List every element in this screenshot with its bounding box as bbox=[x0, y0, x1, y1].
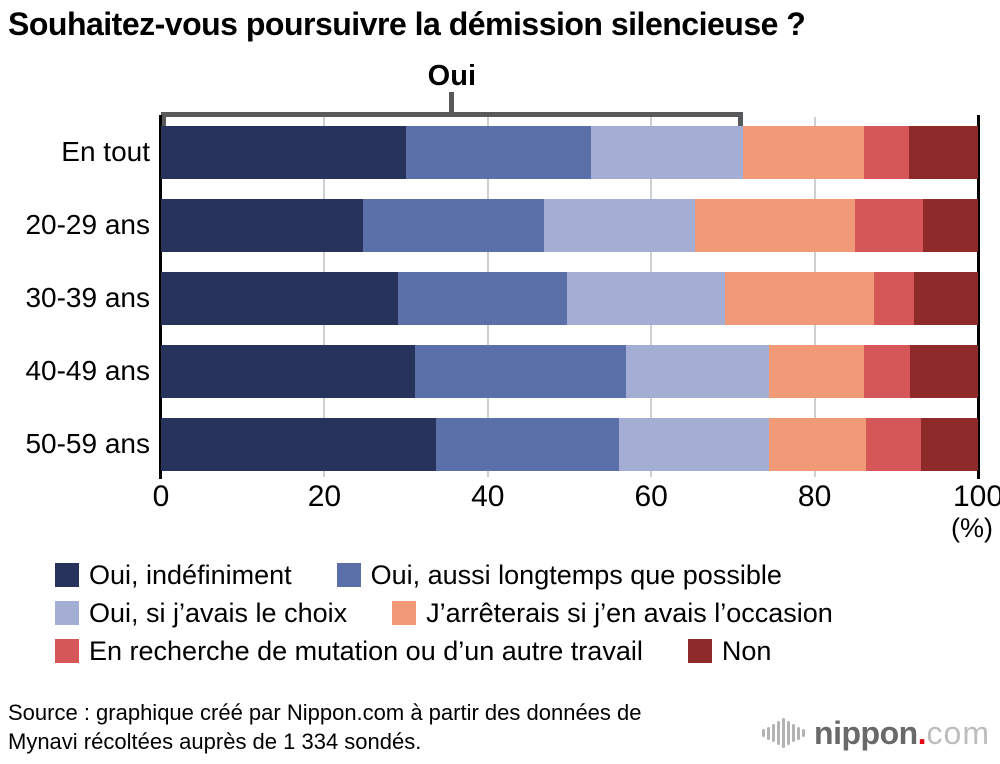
oui-bracket-stem bbox=[449, 92, 455, 113]
logo-tld-text: com bbox=[926, 714, 990, 751]
bar-segment bbox=[415, 345, 626, 398]
bar-row-40-49-ans bbox=[161, 345, 978, 398]
bar-segment bbox=[590, 126, 743, 179]
legend-item: J’arrêterais si j’en avais l’occasion bbox=[392, 598, 833, 629]
axis-line-right bbox=[977, 115, 980, 479]
bar-segment bbox=[923, 199, 978, 252]
legend-swatch bbox=[336, 563, 361, 587]
tick-label-100: 100 bbox=[952, 480, 1000, 513]
legend-swatch bbox=[55, 639, 79, 663]
bar-segment bbox=[914, 272, 978, 325]
soundwave-icon bbox=[762, 716, 806, 750]
legend-row: Oui, si j’avais le choix J’arrêterais si … bbox=[55, 594, 833, 632]
bar-segment bbox=[544, 199, 696, 252]
tick-label-80: 80 bbox=[797, 480, 832, 513]
bar-segment bbox=[567, 272, 725, 325]
category-label: 30-39 ans bbox=[25, 282, 150, 313]
legend-label: J’arrêterais si j’en avais l’occasion bbox=[426, 597, 833, 628]
legend-label: Oui, indéfiniment bbox=[89, 559, 292, 590]
bar-segment bbox=[742, 126, 864, 179]
legend-label: Non bbox=[721, 635, 772, 666]
tick-label-20: 20 bbox=[307, 480, 342, 513]
logo-name-text: nippon bbox=[814, 714, 918, 751]
tick-label-40: 40 bbox=[471, 480, 505, 513]
bar-row-en-tout bbox=[161, 126, 978, 179]
plot-area bbox=[159, 115, 980, 479]
legend-item: Oui, si j’avais le choix bbox=[55, 598, 347, 629]
legend-label: Oui, si j’avais le choix bbox=[89, 597, 348, 628]
legend-swatch bbox=[55, 563, 79, 587]
category-label: 20-29 ans bbox=[25, 209, 150, 240]
bar-segment bbox=[908, 126, 978, 179]
bar-segment bbox=[406, 126, 591, 179]
bar-row-50-59-ans bbox=[161, 418, 978, 471]
bar-segment bbox=[161, 418, 436, 471]
tick-label-0: 0 bbox=[152, 480, 170, 513]
oui-annotation-label: Oui bbox=[427, 60, 477, 92]
legend-label: Oui, aussi longtemps que possible bbox=[370, 559, 782, 590]
legend-swatch bbox=[687, 639, 712, 663]
bar-segment bbox=[397, 272, 568, 325]
bar-row-20-29-ans bbox=[161, 199, 978, 252]
bar-segment bbox=[161, 345, 416, 398]
x-axis-unit-label: (%) bbox=[951, 513, 993, 543]
category-label: 40-49 ans bbox=[25, 355, 150, 386]
category-label: 50-59 ans bbox=[25, 428, 150, 459]
bar-segment bbox=[362, 199, 545, 252]
bar-segment bbox=[161, 126, 407, 179]
bar-segment bbox=[695, 199, 856, 252]
bar-segment bbox=[920, 418, 978, 471]
bar-segment bbox=[724, 272, 875, 325]
oui-bracket bbox=[161, 112, 743, 128]
source-line-2: Mynavi récoltées auprès de 1 334 sondés. bbox=[8, 729, 422, 754]
axis-line-left bbox=[159, 115, 162, 479]
bar-segment bbox=[619, 418, 769, 471]
legend-label: En recherche de mutation ou d’un autre t… bbox=[89, 635, 643, 666]
legend-item: En recherche de mutation ou d’un autre t… bbox=[55, 636, 643, 667]
source-note: Source : graphique créé par Nippon.com à… bbox=[8, 698, 642, 756]
bar-segment bbox=[161, 199, 363, 252]
legend-row: En recherche de mutation ou d’un autre t… bbox=[55, 632, 833, 670]
bar-segment bbox=[768, 418, 867, 471]
chart-title: Souhaitez-vous poursuivre la démission s… bbox=[8, 6, 806, 42]
source-line-1: Source : graphique créé par Nippon.com à… bbox=[8, 700, 642, 725]
legend-swatch bbox=[55, 601, 79, 625]
bar-segment bbox=[874, 272, 915, 325]
category-label: En tout bbox=[61, 136, 150, 167]
bar-segment bbox=[855, 199, 924, 252]
legend-item: Oui, indéfiniment bbox=[55, 560, 292, 591]
legend-item: Non bbox=[687, 635, 772, 667]
bar-segment bbox=[866, 418, 921, 471]
nippon-com-logo: nippon . com bbox=[762, 712, 990, 754]
bar-segment bbox=[863, 126, 909, 179]
logo-red-dot: . bbox=[917, 714, 927, 751]
bar-segment bbox=[161, 272, 398, 325]
chart-legend: Oui, indéfiniment Oui, aussi longtemps qu… bbox=[55, 556, 833, 670]
legend-swatch bbox=[392, 601, 417, 625]
bar-row-30-39-ans bbox=[161, 272, 978, 325]
bar-segment bbox=[768, 345, 865, 398]
bar-segment bbox=[435, 418, 620, 471]
tick-label-60: 60 bbox=[634, 480, 668, 513]
legend-item: Oui, aussi longtemps que possible bbox=[336, 559, 782, 591]
bar-segment bbox=[625, 345, 769, 398]
legend-row: Oui, indéfiniment Oui, aussi longtemps qu… bbox=[55, 556, 833, 594]
bar-segment bbox=[910, 345, 978, 398]
bar-segment bbox=[864, 345, 911, 398]
